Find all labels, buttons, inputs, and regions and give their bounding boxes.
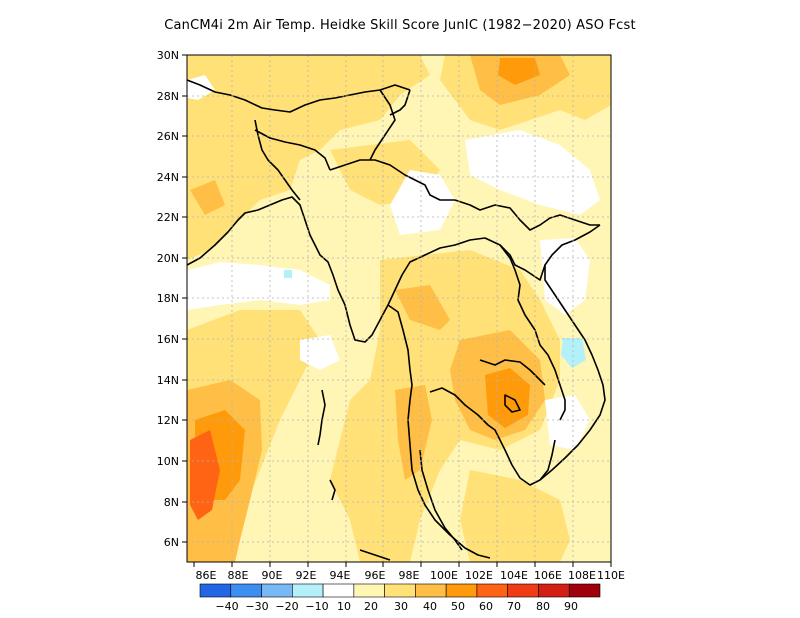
map-area: [186, 54, 612, 563]
colorbar-swatch: [538, 583, 570, 598]
lat-label: 30N: [157, 49, 179, 62]
colorbar-swatch: [199, 583, 232, 598]
map-title: CanCM4i 2m Air Temp. Heidke Skill Score …: [164, 18, 636, 33]
lon-label: 108E: [568, 569, 596, 582]
lat-label: 16N: [157, 333, 179, 346]
colorbar-swatch: [230, 583, 262, 598]
skill-level-zero-regions: [187, 75, 600, 450]
colorbar-label: 80: [536, 600, 550, 613]
colorbar-label: 10: [337, 600, 351, 613]
lat-label: 18N: [157, 292, 179, 305]
colorbar-label: 70: [507, 600, 521, 613]
lat-label: 12N: [157, 414, 179, 427]
lat-label: 14N: [157, 374, 179, 387]
lat-label: 26N: [157, 130, 179, 143]
colorbar-label: 50: [451, 600, 465, 613]
map-frame: [186, 54, 612, 563]
lon-label: 110E: [597, 569, 625, 582]
lat-label: 20N: [157, 252, 179, 265]
colorbar-swatch: [568, 583, 601, 598]
colorbar-label: −20: [275, 600, 298, 613]
lon-label: 94E: [330, 569, 351, 582]
lon-label: 98E: [399, 569, 420, 582]
longitude-axis: 86E 88E 90E 92E 94E 96E 98E 100E 102E 10…: [193, 562, 625, 582]
lat-label: 28N: [157, 90, 179, 103]
colorbar-labels: −40 −30 −20 −10 10 20 30 40 50 60 70 80 …: [215, 600, 578, 613]
colorbar-label: 30: [394, 600, 408, 613]
lat-label: 6N: [164, 536, 179, 549]
colorbar-swatch: [322, 583, 355, 598]
lon-label: 88E: [228, 569, 249, 582]
colorbar: −40 −30 −20 −10 10 20 30 40 50 60 70 80 …: [199, 583, 601, 613]
colorbar-label: −40: [215, 600, 238, 613]
colorbar-swatch: [415, 583, 447, 598]
colorbar-label: −10: [305, 600, 328, 613]
colorbar-label: 40: [423, 600, 437, 613]
latitude-axis: 30N 28N 26N 24N 22N 20N 18N 16N 14N 12N …: [157, 49, 187, 549]
coastlines-and-borders: [187, 79, 606, 561]
lon-label: 106E: [534, 569, 562, 582]
lon-label: 104E: [500, 569, 528, 582]
colorbar-swatch: [507, 583, 539, 598]
lat-tick-marks: [182, 54, 187, 543]
lon-label: 100E: [430, 569, 458, 582]
colorbar-swatch: [445, 583, 478, 598]
lon-label: 86E: [196, 569, 217, 582]
lon-label: 90E: [262, 569, 283, 582]
skill-level-50-regions: [190, 430, 220, 520]
colorbar-swatch: [476, 583, 508, 598]
colorbar-label: 20: [364, 600, 378, 613]
skill-level-20-regions: [187, 55, 611, 562]
colorbar-swatch: [353, 583, 385, 598]
lat-label: 22N: [157, 211, 179, 224]
colorbar-swatch: [261, 583, 293, 598]
colorbar-swatches: [199, 583, 601, 598]
colorbar-swatch: [384, 583, 416, 598]
lat-label: 10N: [157, 455, 179, 468]
skill-level-neg10-regions: [284, 270, 586, 368]
colorbar-label: 90: [564, 600, 578, 613]
graticule: [187, 55, 611, 562]
lon-label: 96E: [365, 569, 386, 582]
lon-label: 102E: [465, 569, 493, 582]
lon-label: 92E: [296, 569, 317, 582]
lat-label: 8N: [164, 496, 179, 509]
colorbar-label: −30: [245, 600, 268, 613]
lon-tick-marks: [193, 562, 612, 567]
lat-label: 24N: [157, 171, 179, 184]
colorbar-label: 60: [479, 600, 493, 613]
colorbar-swatch: [292, 583, 324, 598]
